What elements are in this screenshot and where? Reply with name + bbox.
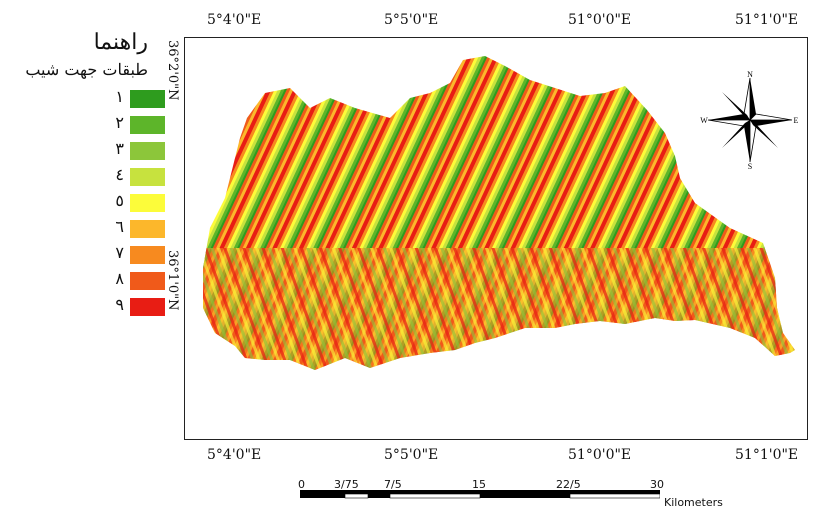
east-label: E <box>794 116 799 125</box>
legend-swatch <box>130 142 165 160</box>
scale-tick-0: 0 <box>298 478 305 491</box>
scale-unit: Kilometers <box>664 496 723 509</box>
left-coord-1: 36°2'0"N <box>165 40 180 101</box>
top-coord-1: 5°4'0"E <box>207 12 262 28</box>
aspect-map <box>203 56 795 370</box>
legend-swatch <box>130 116 165 134</box>
bottom-coord-3: 51°0'0"E <box>568 447 632 463</box>
legend-swatch <box>130 298 165 316</box>
bottom-coord-1: 5°4'0"E <box>207 447 262 463</box>
legend-item-label: ٥ <box>115 191 124 210</box>
south-label: S <box>748 162 752 170</box>
scale-tick-5: 30 <box>650 478 664 491</box>
legend-swatch <box>130 168 165 186</box>
north-arrow-icon: N S E W <box>700 70 799 170</box>
bottom-coord-2: 5°5'0"E <box>384 447 439 463</box>
legend-swatch <box>130 220 165 238</box>
legend-item-label: ٣ <box>115 139 124 158</box>
legend-item: ٨ <box>90 269 165 298</box>
legend-item-label: ٤ <box>115 165 124 184</box>
legend-item-label: ٩ <box>115 295 124 314</box>
scale-tick-1: 3/75 <box>334 478 359 491</box>
scale-tick-3: 15 <box>472 478 486 491</box>
legend-swatch <box>130 194 165 212</box>
top-coord-2: 5°5'0"E <box>384 12 439 28</box>
legend-item-label: ١ <box>115 87 124 106</box>
bottom-coord-4: 51°1'0"E <box>735 447 799 463</box>
legend-item: ١ <box>90 87 165 116</box>
legend-item: ٥ <box>90 191 165 220</box>
legend-item: ٦ <box>90 217 165 246</box>
scale-tick-4: 22/5 <box>556 478 581 491</box>
top-coord-3: 51°0'0"E <box>568 12 632 28</box>
legend-title: راهنما <box>93 30 148 55</box>
legend-item: ٩ <box>90 295 165 324</box>
legend-item: ٢ <box>90 113 165 142</box>
legend-subtitle: طبقات جهت شیب <box>25 60 148 79</box>
map-frame <box>184 37 808 440</box>
legend-list: ١ ٢ ٣ ٤ ٥ ٦ ٧ ٨ ٩ <box>90 87 165 324</box>
west-label: W <box>700 116 708 125</box>
legend-item-label: ٧ <box>115 243 124 262</box>
legend-item: ٣ <box>90 139 165 168</box>
top-coord-4: 51°1'0"E <box>735 12 799 28</box>
scale-tick-2: 7/5 <box>384 478 402 491</box>
legend-swatch <box>130 246 165 264</box>
legend-swatch <box>130 272 165 290</box>
legend-item-label: ٢ <box>115 113 124 132</box>
legend-item: ٤ <box>90 165 165 194</box>
north-label: N <box>747 70 753 79</box>
scale-bar <box>300 490 660 499</box>
legend-item-label: ٦ <box>115 217 124 236</box>
legend-item-label: ٨ <box>115 269 124 288</box>
legend-swatch <box>130 90 165 108</box>
left-coord-2: 36°1'0"N <box>165 250 180 311</box>
legend-item: ٧ <box>90 243 165 272</box>
